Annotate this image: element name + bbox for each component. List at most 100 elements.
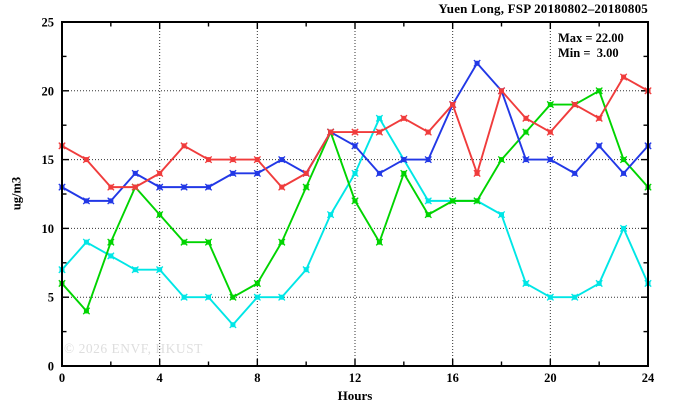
series-marker-cyan xyxy=(499,212,504,218)
series-marker-red xyxy=(230,157,236,163)
series-marker-blue xyxy=(181,184,187,190)
series-marker-cyan xyxy=(572,294,578,300)
series-marker-blue xyxy=(352,143,358,149)
series-marker-red xyxy=(328,129,334,135)
series-marker-red xyxy=(83,157,89,163)
series-marker-cyan xyxy=(279,294,285,300)
series-marker-cyan xyxy=(230,322,236,328)
series-marker-blue xyxy=(474,60,480,66)
series-marker-cyan xyxy=(547,294,553,300)
series-marker-red xyxy=(181,143,187,149)
series-marker-blue xyxy=(279,157,285,163)
series-marker-red xyxy=(547,129,553,135)
series-marker-green xyxy=(401,170,407,176)
y-tick-label: 0 xyxy=(48,360,54,374)
series-marker-green xyxy=(303,184,309,190)
series-line-cyan xyxy=(61,117,649,326)
series-marker-cyan xyxy=(328,212,334,218)
series-marker-cyan xyxy=(83,239,89,245)
series-marker-green xyxy=(83,308,89,314)
series-marker-red xyxy=(499,88,504,94)
series-marker-red xyxy=(572,102,578,108)
series-marker-green xyxy=(254,280,260,286)
series-marker-blue xyxy=(523,157,529,163)
series-marker-blue xyxy=(108,198,114,204)
series-marker-blue xyxy=(547,157,553,163)
series-marker-red xyxy=(254,157,260,163)
series-marker-green xyxy=(230,294,236,300)
series-marker-blue xyxy=(157,184,163,190)
series-marker-green xyxy=(596,88,602,94)
plot-frame xyxy=(61,21,649,367)
series-marker-blue xyxy=(83,198,89,204)
series-marker-green xyxy=(450,198,456,204)
series-marker-green xyxy=(206,239,211,245)
series-marker-blue xyxy=(425,157,431,163)
series-marker-cyan xyxy=(596,280,602,286)
series-marker-red xyxy=(376,129,382,135)
y-tick-label: 15 xyxy=(42,153,55,167)
series-marker-blue xyxy=(206,184,211,190)
series-marker-red xyxy=(425,129,431,135)
series-marker-blue xyxy=(254,170,260,176)
series-marker-green xyxy=(279,239,285,245)
series-marker-cyan xyxy=(303,267,309,273)
series-marker-red xyxy=(279,184,285,190)
series-marker-cyan xyxy=(621,225,627,231)
max-min-annotation: Max = 22.00 Min = 3.00 xyxy=(558,31,624,61)
series-marker-blue xyxy=(596,143,602,149)
series-marker-red xyxy=(596,115,602,121)
series-marker-blue xyxy=(401,157,407,163)
series-marker-cyan xyxy=(206,294,211,300)
series-marker-cyan xyxy=(254,294,260,300)
series-marker-green xyxy=(376,239,382,245)
series-marker-cyan xyxy=(523,280,529,286)
series-marker-red xyxy=(303,170,309,176)
min-value-line: Min = 3.00 xyxy=(558,46,619,60)
series-marker-cyan xyxy=(132,267,138,273)
series-marker-red xyxy=(157,170,163,176)
y-tick-label: 5 xyxy=(48,291,54,305)
x-tick-label: 12 xyxy=(349,371,362,385)
series-marker-cyan xyxy=(425,198,431,204)
series-marker-red xyxy=(108,184,114,190)
series-marker-green xyxy=(352,198,358,204)
series-marker-red xyxy=(401,115,407,121)
series-marker-green xyxy=(621,157,627,163)
series-marker-cyan xyxy=(352,170,358,176)
series-marker-red xyxy=(352,129,358,135)
series-marker-blue xyxy=(132,170,138,176)
series-marker-red xyxy=(450,102,456,108)
y-axis-label: ug/m3 xyxy=(9,176,24,211)
x-tick-label: 16 xyxy=(446,371,459,385)
watermark: © 2026 ENVF, HKUST xyxy=(64,341,203,356)
x-axis-label: Hours xyxy=(337,388,373,403)
series-marker-green xyxy=(425,212,431,218)
y-tick-label: 20 xyxy=(42,84,55,98)
series-marker-red xyxy=(132,184,138,190)
series-marker-green xyxy=(523,129,529,135)
series-marker-blue xyxy=(572,170,578,176)
series-marker-blue xyxy=(621,170,627,176)
series-marker-green xyxy=(547,102,553,108)
y-tick-label: 25 xyxy=(42,16,55,30)
series-marker-green xyxy=(108,239,114,245)
series-marker-green xyxy=(157,212,163,218)
series-marker-blue xyxy=(230,170,236,176)
series-marker-green xyxy=(499,157,504,163)
series-marker-blue xyxy=(376,170,382,176)
series-marker-cyan xyxy=(108,253,114,259)
series-marker-red xyxy=(523,115,529,121)
series-marker-red xyxy=(474,170,480,176)
y-tick-label: 10 xyxy=(42,222,55,236)
series-marker-cyan xyxy=(376,115,382,121)
series-marker-red xyxy=(621,74,627,80)
series-marker-green xyxy=(181,239,187,245)
series-marker-green xyxy=(474,198,480,204)
x-tick-label: 20 xyxy=(544,371,557,385)
chart-title: Yuen Long, FSP 20180802–20180805 xyxy=(438,1,648,16)
series-marker-cyan xyxy=(181,294,187,300)
series-marker-cyan xyxy=(157,267,163,273)
